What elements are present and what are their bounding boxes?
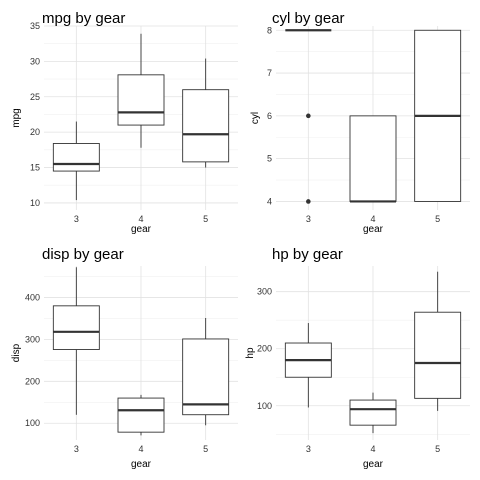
x-axis-title: gear (363, 459, 384, 470)
box-gear-3 (284, 323, 332, 408)
iqr-box (52, 305, 100, 350)
outlier-point (306, 113, 311, 119)
iqr-box (349, 399, 397, 426)
y-tick-label: 400 (25, 292, 40, 302)
x-axis-title: gear (131, 459, 152, 470)
y-tick-label: 15 (30, 163, 40, 173)
box-gear-5 (414, 271, 462, 411)
x-axis-title: gear (131, 224, 152, 235)
iqr-box (182, 89, 230, 163)
panel-title: disp by gear (42, 246, 124, 263)
x-tick-label: 4 (370, 444, 375, 454)
x-tick-label: 4 (138, 214, 143, 224)
panel-title: cyl by gear (272, 10, 345, 27)
panel-title: hp by gear (272, 246, 343, 263)
outlier-point (306, 199, 311, 204)
iqr-box (182, 338, 230, 416)
y-tick-label: 6 (267, 111, 272, 121)
iqr-box (349, 115, 397, 202)
panel-mpg-by-gear: mpg by gear gear mpg 10 15 20 25 30 35 3 4 5 (11, 10, 238, 235)
panel-cyl-by-gear: cyl by gear gear cyl 4 5 6 7 8 3 4 5 (250, 10, 470, 235)
box-gear-4 (349, 115, 397, 203)
y-axis-title: hp (245, 347, 256, 359)
box-gear-3 (285, 29, 332, 204)
y-axis-title: disp (11, 343, 22, 362)
y-axis-title: cyl (250, 112, 261, 124)
iqr-box (414, 311, 462, 399)
y-tick-label: 30 (30, 56, 40, 66)
y-tick-label: 300 (25, 334, 40, 344)
y-tick-label: 10 (30, 198, 40, 208)
y-tick-label: 100 (257, 401, 272, 411)
box-gear-4 (117, 33, 165, 148)
x-tick-label: 3 (74, 214, 79, 224)
box-gear-5 (414, 29, 462, 202)
y-tick-label: 100 (25, 418, 40, 428)
y-axis-title: mpg (11, 108, 22, 127)
panel-title: mpg by gear (42, 10, 125, 27)
box-gear-4 (349, 392, 397, 434)
y-tick-label: 200 (25, 376, 40, 386)
y-tick-label: 7 (267, 68, 272, 78)
y-tick-label: 8 (267, 25, 272, 35)
x-axis-title: gear (363, 224, 384, 235)
y-tick-label: 25 (30, 92, 40, 102)
box-gear-5 (182, 317, 230, 426)
box-gear-3 (52, 121, 100, 201)
x-tick-label: 5 (203, 214, 208, 224)
iqr-box (117, 397, 165, 433)
iqr-box (52, 143, 100, 172)
y-tick-label: 35 (30, 21, 40, 31)
y-tick-label: 20 (30, 127, 40, 137)
box-gear-4 (117, 394, 165, 436)
y-tick-label: 4 (267, 196, 272, 206)
x-tick-label: 4 (370, 214, 375, 224)
panel-hp-by-gear: hp by gear gear hp 100 200 300 3 4 5 (245, 246, 470, 470)
x-tick-label: 5 (435, 444, 440, 454)
x-tick-label: 3 (306, 444, 311, 454)
y-tick-label: 5 (267, 154, 272, 164)
box-gear-5 (182, 58, 230, 168)
y-tick-label: 200 (257, 344, 272, 354)
panel-disp-by-gear: disp by gear gear disp 100 200 300 400 3 4 5 (11, 246, 238, 470)
x-tick-label: 3 (306, 214, 311, 224)
x-tick-label: 4 (138, 444, 143, 454)
x-tick-label: 3 (74, 444, 79, 454)
iqr-box (117, 74, 165, 126)
y-tick-label: 300 (257, 287, 272, 297)
x-tick-label: 5 (435, 214, 440, 224)
box-gear-3 (52, 267, 100, 415)
x-tick-label: 5 (203, 444, 208, 454)
